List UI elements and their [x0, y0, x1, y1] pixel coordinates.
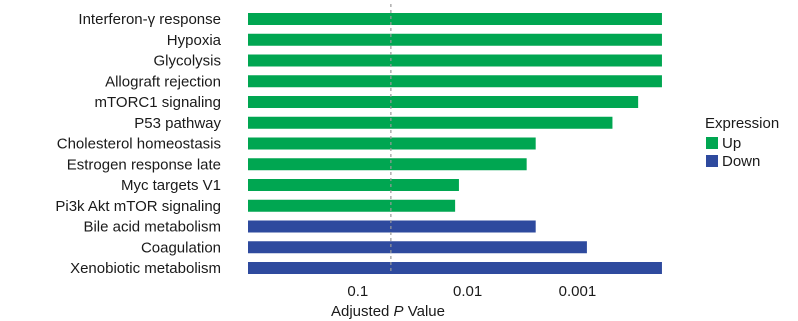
x-tick-label: 0.001: [559, 283, 597, 300]
category-label: Pi3k Akt mTOR signaling: [55, 198, 221, 215]
category-label: Glycolysis: [153, 53, 221, 70]
bar-up: [248, 199, 456, 212]
x-axis-label-italic: P: [394, 303, 404, 320]
bar-down: [248, 262, 662, 274]
bar-down: [248, 220, 536, 233]
x-tick-label: 0.1: [347, 283, 368, 300]
bar-up: [248, 96, 639, 108]
category-label: Allograft rejection: [105, 73, 221, 90]
bar-up: [248, 13, 662, 25]
bar-up: [248, 158, 527, 171]
category-labels: Interferon-γ response Hypoxia Glycolysis Al…: [55, 11, 221, 277]
bar-down: [248, 241, 587, 254]
category-label: Estrogen response late: [67, 156, 221, 173]
legend-swatch-up: [706, 137, 718, 149]
bars: [248, 13, 662, 274]
bar-up: [248, 137, 536, 150]
bar-up: [248, 179, 459, 191]
category-label: Myc targets V1: [121, 177, 221, 194]
legend-swatch-down: [706, 155, 718, 167]
category-label: Hypoxia: [167, 32, 222, 49]
category-label: Cholesterol homeostasis: [57, 136, 221, 153]
x-axis-label-suffix: Value: [404, 303, 445, 320]
x-tick-label: 0.01: [453, 283, 482, 300]
category-label: Interferon-γ response: [78, 11, 221, 28]
legend-label-up: Up: [722, 135, 741, 152]
legend: Expression Up Down: [705, 115, 779, 170]
category-label: mTORC1 signaling: [95, 94, 221, 111]
category-label: Bile acid metabolism: [83, 219, 221, 236]
x-axis-label-prefix: Adjusted: [331, 303, 394, 320]
legend-title: Expression: [705, 115, 779, 132]
x-tick-labels: 0.1 0.01 0.001: [347, 283, 596, 300]
category-label: Coagulation: [141, 239, 221, 256]
x-axis-label: Adjusted P Value: [331, 303, 445, 320]
bar-up: [248, 116, 613, 129]
category-label: P53 pathway: [134, 115, 221, 132]
bar-up: [248, 33, 662, 46]
category-label: Xenobiotic metabolism: [70, 260, 221, 277]
bar-up: [248, 54, 662, 67]
bar-up: [248, 75, 662, 88]
legend-label-down: Down: [722, 153, 760, 170]
